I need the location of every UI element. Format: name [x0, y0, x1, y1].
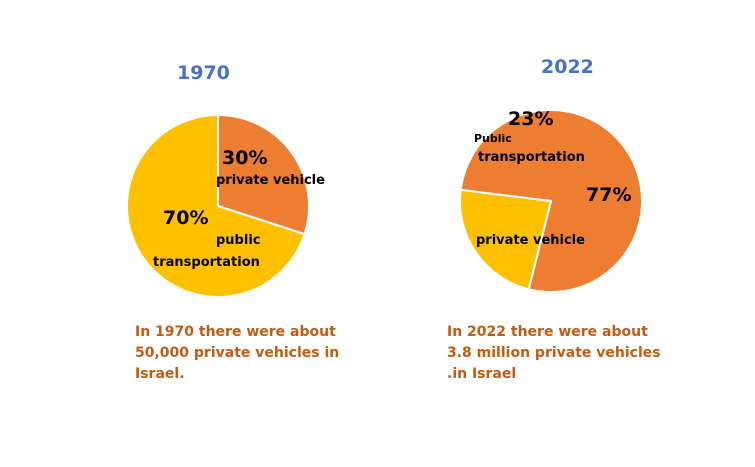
pie-2022-category-label-private-vehicle: private vehicle: [476, 233, 585, 248]
pie-2022-category-label-public-line1: Public: [474, 132, 512, 145]
chart-2022-title: 2022: [541, 56, 594, 78]
pie-2022-category-label-public-line2: transportation: [478, 150, 585, 165]
caption-2022-line-1: In 2022 there were about: [447, 324, 648, 340]
caption-1970-line-1: In 1970 there were about: [135, 324, 336, 340]
pie-1970-value-label-private-vehicle: 30%: [222, 147, 268, 169]
pie-1970-slice-private-vehicle: [217, 114, 310, 236]
pie-chart-1970: [126, 114, 310, 298]
pie-1970-category-label-private-vehicle: private vehicle: [216, 173, 325, 188]
chart-1970-title: 1970: [177, 62, 230, 84]
caption-1970-line-3: Israel.: [135, 366, 185, 382]
pie-2022-slice-public-transportation: [459, 188, 552, 291]
caption-1970-line-2: 50,000 private vehicles in: [135, 345, 340, 361]
pie-chart-2022: [459, 109, 644, 293]
chart-2022-caption: In 2022 there were about 3.8 million pri…: [447, 322, 661, 385]
caption-2022-line-3: .in Israel: [447, 366, 517, 382]
chart-1970-panel: 1970 30% private vehicle 70% public tran…: [0, 0, 377, 467]
pie-1970-slice-public-transportation: [126, 114, 306, 298]
caption-2022-line-2: 3.8 million private vehicles: [447, 345, 661, 361]
pie-1970-category-label-public-line2: transportation: [153, 255, 260, 270]
pie-1970-value-label-public-transportation: 70%: [163, 207, 209, 229]
pie-2022-value-label-private-vehicle: 77%: [586, 184, 632, 206]
chart-1970-caption: In 1970 there were about 50,000 private …: [135, 322, 339, 385]
pie-2022-value-label-public-transportation: 23%: [508, 108, 554, 130]
pie-1970-category-label-public-line1: public: [216, 233, 261, 248]
chart-2022-panel: 2022 23% Public transportation 77% priva…: [378, 0, 755, 467]
